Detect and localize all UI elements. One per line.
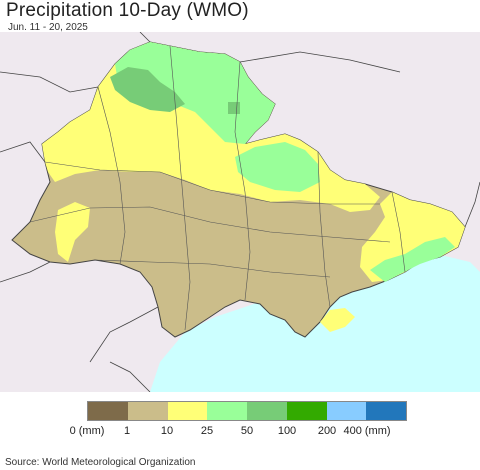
- map-title: Precipitation 10-Day (WMO): [6, 0, 249, 21]
- heavy-rain-spot: [228, 102, 240, 114]
- legend-labels: 0 (mm) 1 10 25 50 100 200 400 (mm): [0, 425, 480, 439]
- legend-swatch-6: [326, 402, 367, 420]
- light-rain-crimea: [320, 308, 355, 332]
- legend-label-4: 50: [240, 425, 254, 437]
- legend-swatch-7: [366, 402, 406, 420]
- legend-label-0: 0 (mm): [69, 425, 105, 437]
- moderate-rain-southeast: [370, 237, 455, 282]
- legend-swatch-0: [88, 402, 128, 420]
- legend-swatch-1: [127, 402, 168, 420]
- moderate-rain-north: [115, 42, 275, 144]
- precipitation-map: [0, 32, 480, 392]
- source-credit: Source: World Meteorological Organizatio…: [5, 457, 196, 468]
- light-rain-west: [55, 202, 90, 262]
- moderate-rain-northeast: [235, 142, 320, 192]
- legend-swatch-3: [207, 402, 247, 420]
- legend-label-7: 400 (mm): [343, 425, 391, 437]
- legend-label-5: 100: [277, 425, 297, 437]
- map-date-range: Jun. 11 - 20, 2025: [8, 22, 88, 33]
- legend-swatch-5: [286, 402, 327, 420]
- light-rain-east: [360, 192, 465, 282]
- legend-label-3: 25: [200, 425, 214, 437]
- legend-label-2: 10: [160, 425, 174, 437]
- legend-label-6: 200: [317, 425, 337, 437]
- country-borders: [0, 32, 480, 392]
- legend-label-1: 1: [123, 425, 131, 437]
- color-legend: [87, 401, 407, 421]
- legend-swatch-4: [247, 402, 287, 420]
- sea-of-azov: [330, 256, 480, 304]
- heavy-rain-north: [110, 67, 185, 112]
- legend-swatch-2: [167, 402, 208, 420]
- oblast-borders: [29, 45, 406, 331]
